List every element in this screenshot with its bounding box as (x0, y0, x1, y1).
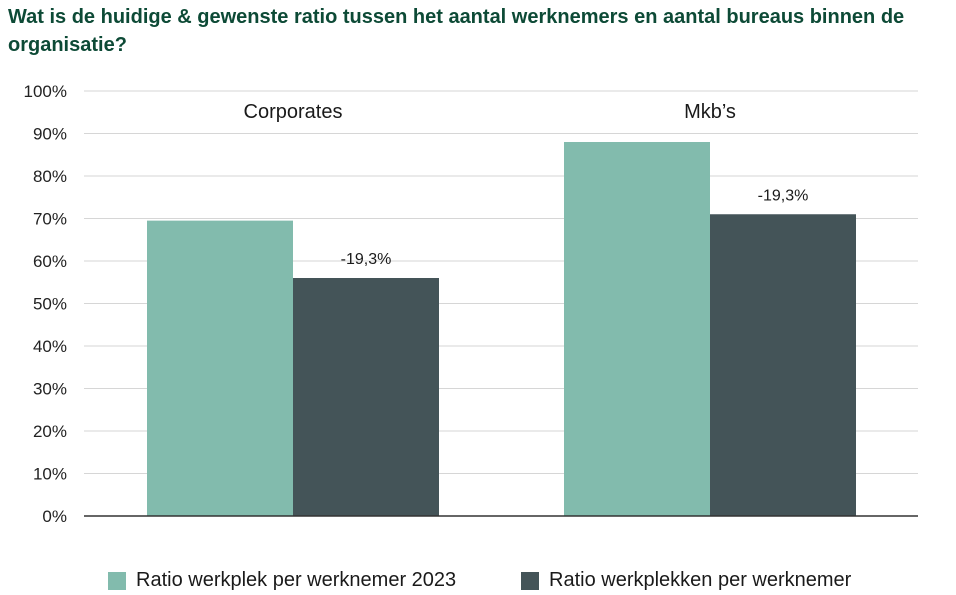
chart-title: Wat is de huidige & gewenste ratio tusse… (8, 6, 905, 56)
legend: Ratio werkplek per werknemer 2023 Ratio … (0, 569, 956, 595)
bar-2-2 (710, 214, 856, 516)
data-label-annotation: -19,3% (341, 251, 392, 268)
y-tick-label: 100% (24, 82, 67, 101)
bar-2-1 (293, 278, 439, 516)
category-label: Mkb’s (684, 101, 736, 123)
legend-swatch-series-1 (108, 571, 126, 590)
legend-item-series-1: Ratio werkplek per werknemer 2023 (108, 569, 456, 592)
category-label: Corporates (244, 101, 343, 123)
y-tick-label: 40% (33, 337, 67, 356)
y-tick-label: 90% (33, 125, 67, 144)
legend-label-series-2: Ratio werkplekken per werknemer (549, 569, 852, 591)
y-tick-label: 10% (33, 465, 67, 484)
y-tick-label: 0% (42, 507, 67, 526)
y-tick-label: 70% (33, 210, 67, 229)
bar-1-1 (147, 220, 293, 516)
data-label-annotation: -19,3% (758, 187, 809, 204)
y-tick-label: 60% (33, 252, 67, 271)
y-tick-label: 20% (33, 422, 67, 441)
y-tick-label: 50% (33, 295, 67, 314)
y-tick-label: 80% (33, 167, 67, 186)
legend-label-series-1: Ratio werkplek per werknemer 2023 (136, 569, 457, 591)
legend-item-series-2: Ratio werkplekken per werknemer (521, 569, 851, 592)
bar-1-2 (564, 142, 710, 516)
y-tick-label: 30% (33, 380, 67, 399)
legend-swatch-series-2 (521, 571, 539, 590)
